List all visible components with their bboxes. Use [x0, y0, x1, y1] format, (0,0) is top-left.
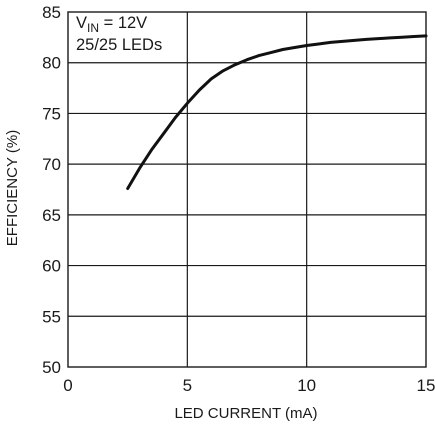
y-tick-label: 50 — [42, 358, 61, 377]
y-tick-label: 85 — [42, 3, 61, 22]
y-axis-label: EFFICIENCY (%) — [4, 130, 21, 246]
x-tick-labels: 0 5 10 15 — [63, 376, 435, 395]
y-tick-label: 75 — [42, 104, 61, 123]
x-tick-label: 0 — [63, 376, 72, 395]
plot-frame — [67, 11, 427, 368]
x-tick-label: 10 — [297, 376, 316, 395]
grid-lines — [68, 12, 426, 367]
y-tick-label: 65 — [42, 206, 61, 225]
x-tick-label: 5 — [183, 376, 192, 395]
y-tick-label: 70 — [42, 155, 61, 174]
annotation-line-1: VIN = 12V — [76, 14, 147, 35]
y-tick-label: 60 — [42, 257, 61, 276]
x-axis-label: LED CURRENT (mA) — [174, 405, 317, 422]
y-tick-label: 55 — [42, 307, 61, 326]
x-tick-label: 15 — [417, 376, 435, 395]
y-tick-labels: 50 55 60 65 70 75 80 85 — [42, 3, 61, 377]
y-tick-label: 80 — [42, 54, 61, 73]
annotation-line-2: 25/25 LEDs — [76, 36, 162, 54]
efficiency-curve — [126, 34, 428, 190]
